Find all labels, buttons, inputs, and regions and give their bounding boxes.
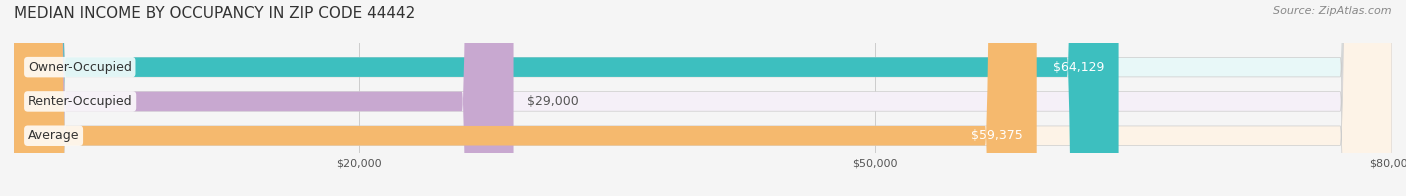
FancyBboxPatch shape <box>14 0 1036 196</box>
Text: MEDIAN INCOME BY OCCUPANCY IN ZIP CODE 44442: MEDIAN INCOME BY OCCUPANCY IN ZIP CODE 4… <box>14 6 415 21</box>
Text: $64,129: $64,129 <box>1053 61 1105 74</box>
Text: Source: ZipAtlas.com: Source: ZipAtlas.com <box>1274 6 1392 16</box>
Text: $29,000: $29,000 <box>527 95 579 108</box>
FancyBboxPatch shape <box>14 0 513 196</box>
FancyBboxPatch shape <box>14 0 1119 196</box>
Text: Owner-Occupied: Owner-Occupied <box>28 61 132 74</box>
FancyBboxPatch shape <box>14 0 1392 196</box>
FancyBboxPatch shape <box>14 0 1392 196</box>
Text: Renter-Occupied: Renter-Occupied <box>28 95 132 108</box>
FancyBboxPatch shape <box>14 0 1392 196</box>
Text: Average: Average <box>28 129 79 142</box>
Text: $59,375: $59,375 <box>972 129 1024 142</box>
